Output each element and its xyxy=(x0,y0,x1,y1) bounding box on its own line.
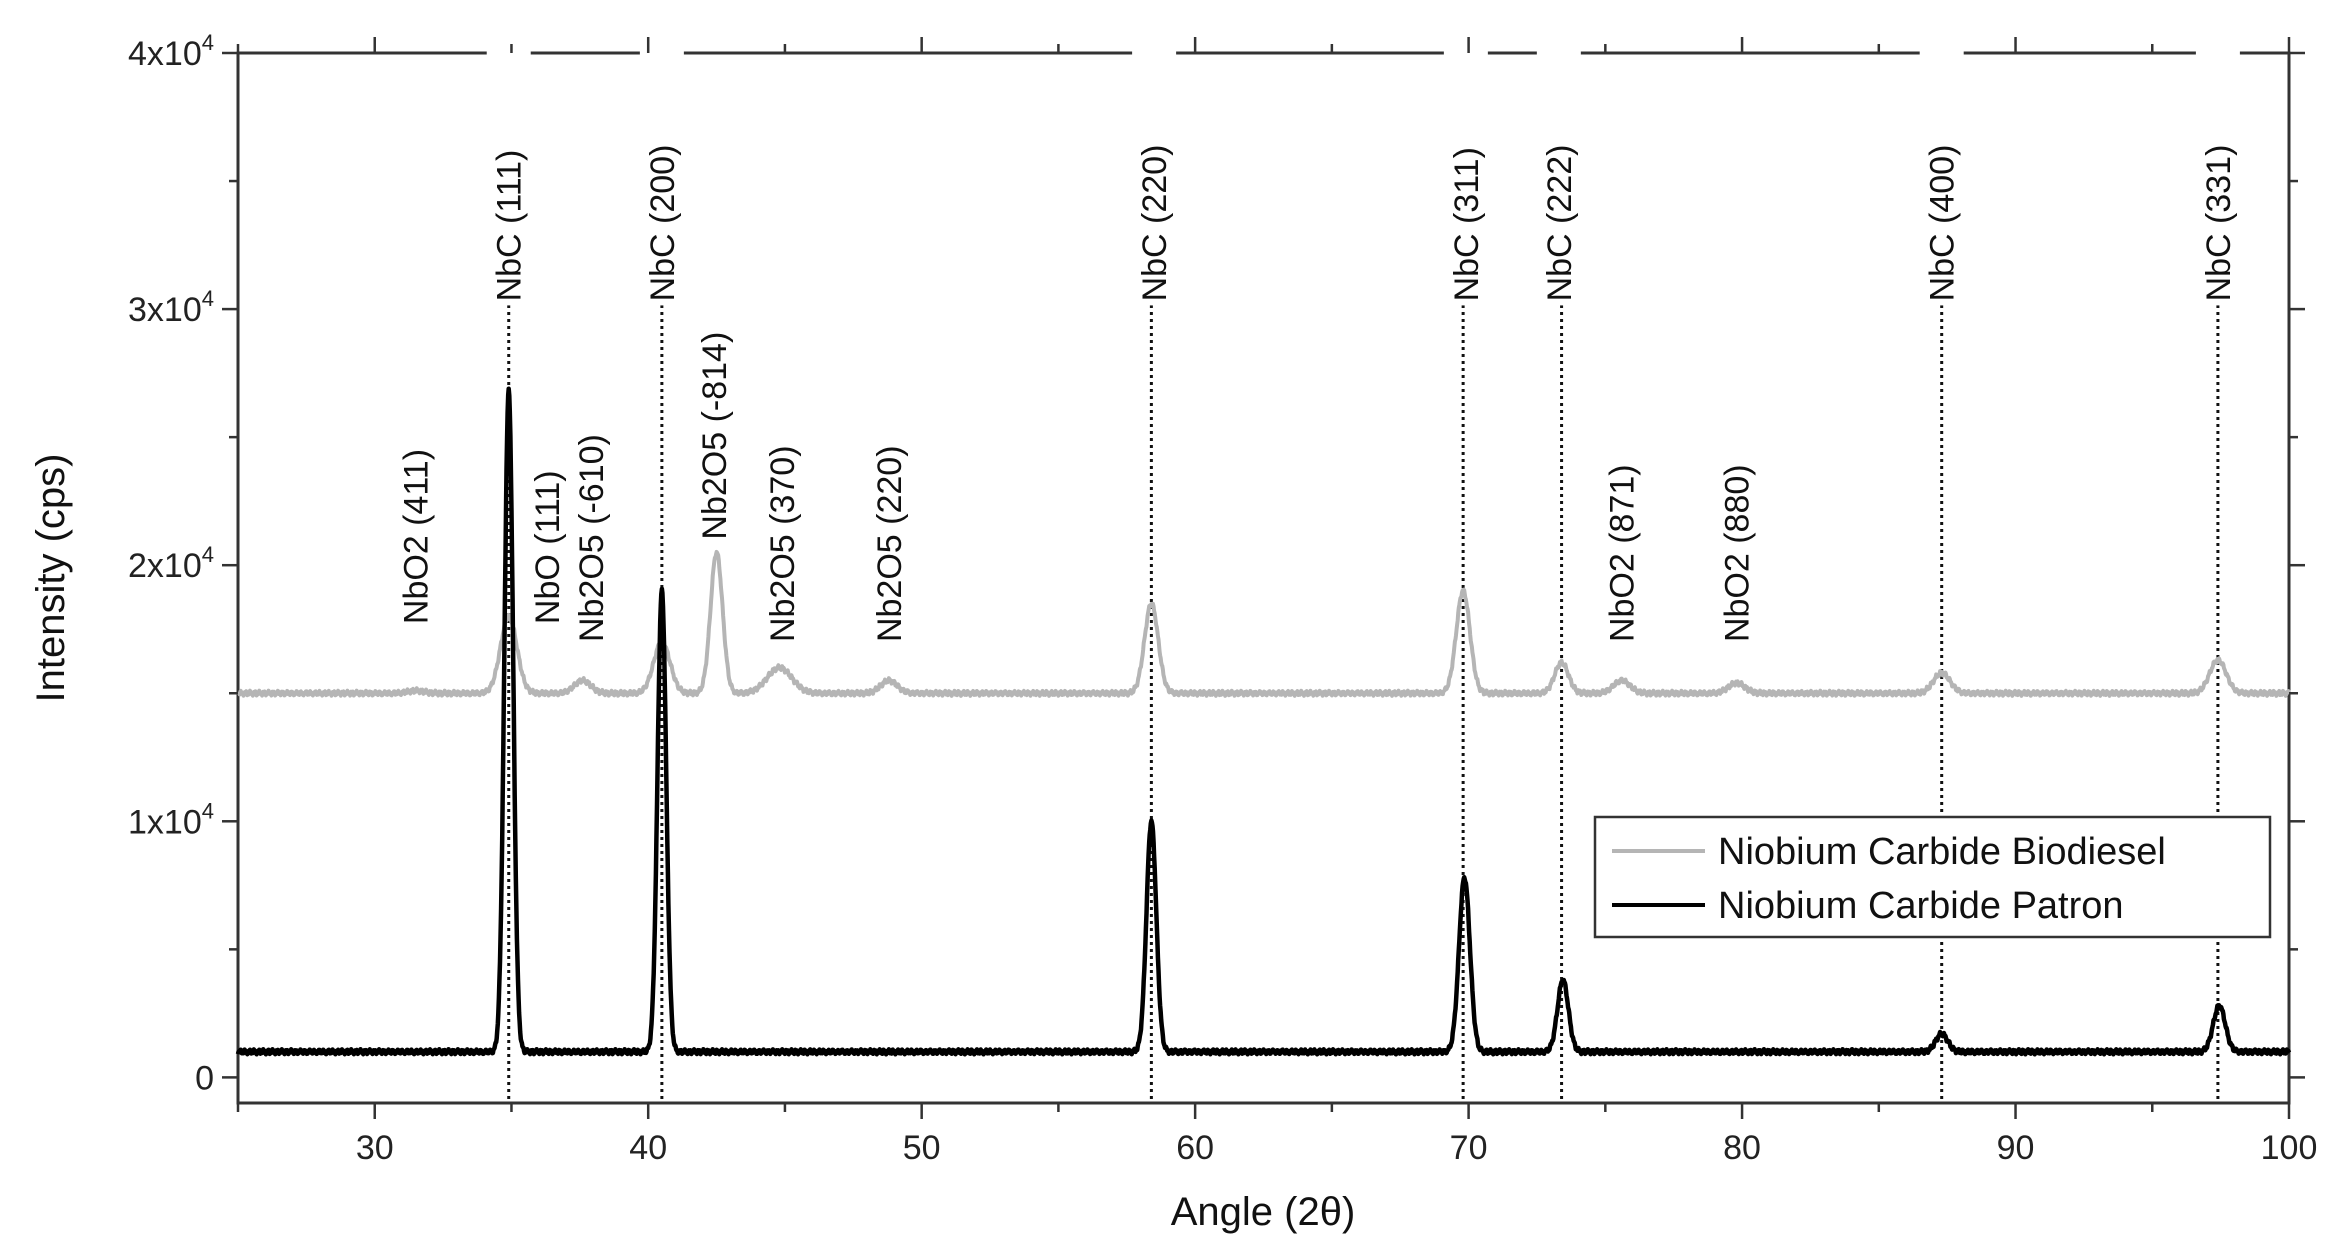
peak-label: Nb2O5 (220) xyxy=(871,445,909,642)
legend-box xyxy=(1593,815,2272,939)
x-tick-label: 50 xyxy=(903,1129,941,1167)
peak-label: NbC (331) xyxy=(2200,145,2238,302)
peak-label: Nb2O5 (-610) xyxy=(573,434,611,642)
series-layer xyxy=(235,386,2292,1057)
y-tick-label: 3x104 xyxy=(128,286,214,329)
peak-label: NbC (222) xyxy=(1541,145,1579,302)
y-axis-title: Intensity (cps) xyxy=(29,454,73,703)
peak-label: NbC (200) xyxy=(644,145,682,302)
peak-label: NbC (111) xyxy=(491,150,529,302)
x-tick-label: 70 xyxy=(1450,1129,1488,1167)
y-tick-label: 2x104 xyxy=(128,542,214,585)
label-backdrop xyxy=(639,43,684,306)
peak-annotations: NbO2 (411) NbC (111) NbO (111) Nb2O5 (-610)… xyxy=(398,43,2240,642)
x-axis: 30 40 50 60 70 80 90 100 xyxy=(236,37,2318,1167)
x-tick-label: 40 xyxy=(629,1129,667,1167)
label-backdrop xyxy=(1919,43,1964,306)
x-tick-label: 30 xyxy=(356,1129,394,1167)
legend-label-biodiesel: Niobium Carbide Biodiesel xyxy=(1718,831,2166,873)
peak-label: Nb2O5 (-814) xyxy=(696,332,734,540)
y-tick-label: 4x104 xyxy=(128,30,214,73)
peak-label: NbC (400) xyxy=(1924,145,1962,302)
peak-label: NbO2 (871) xyxy=(1604,464,1642,642)
peak-label: NbO2 (880) xyxy=(1719,464,1757,642)
series-line-0 xyxy=(236,549,2291,698)
label-backdrop xyxy=(1132,43,1177,306)
peak-label: NbO (111) xyxy=(529,470,567,624)
legend: Niobium Carbide Biodiesel Niobium Carbid… xyxy=(1593,815,2272,939)
x-tick-label: 60 xyxy=(1176,1129,1214,1167)
x-tick-label: 80 xyxy=(1723,1129,1761,1167)
x-axis-title: Angle (2θ) xyxy=(1171,1190,1356,1234)
series-line-1 xyxy=(235,386,2292,1057)
y-tick-label: 1x104 xyxy=(128,798,214,841)
peak-label: Nb2O5 (370) xyxy=(764,445,802,642)
label-backdrop xyxy=(1443,43,1488,306)
legend-label-patron: Niobium Carbide Patron xyxy=(1718,885,2124,927)
label-backdrop xyxy=(1536,43,1581,306)
plot-frame xyxy=(236,51,2291,1105)
peak-label: NbO2 (411) xyxy=(398,449,436,624)
label-backdrop xyxy=(486,43,531,306)
x-tick-label: 90 xyxy=(1997,1129,2035,1167)
label-backdrop xyxy=(2195,43,2240,306)
peak-label: NbC (220) xyxy=(1136,145,1174,302)
y-axis: 0 1x104 2x104 3x104 4x104 xyxy=(128,30,2305,1097)
y-tick-label: 0 xyxy=(195,1059,214,1097)
peak-label: NbC (311) xyxy=(1448,147,1486,301)
x-tick-label: 100 xyxy=(2261,1129,2318,1167)
